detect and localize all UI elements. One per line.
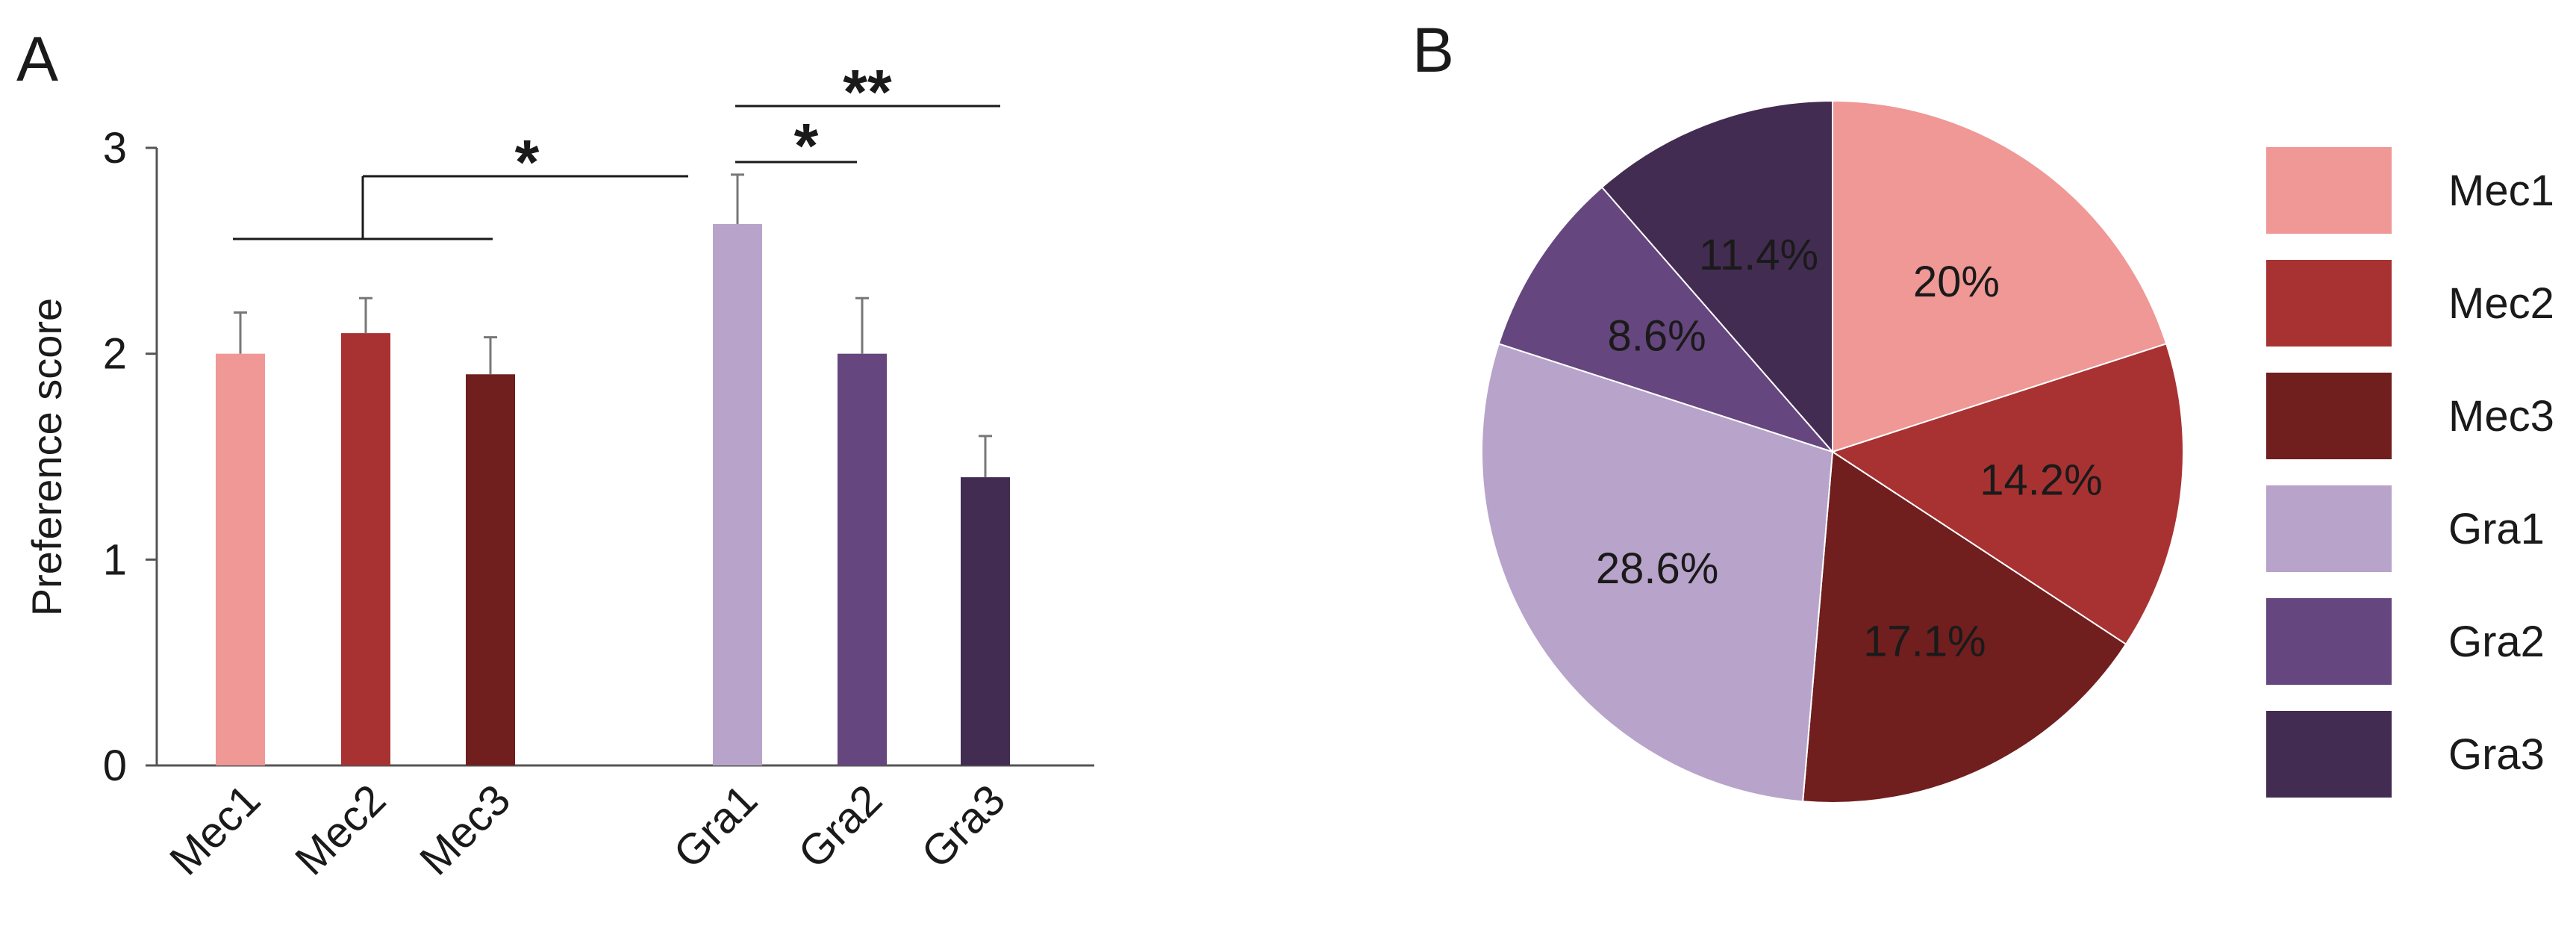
legend-swatch	[2266, 711, 2392, 798]
bar-mec2	[341, 333, 390, 766]
pie-slice-mec3	[1802, 450, 2127, 804]
legend-swatch	[2266, 485, 2392, 572]
pie-slice-mec1	[1832, 99, 2168, 453]
y-axis-label: Preference score	[23, 298, 70, 616]
legend-swatch	[2266, 147, 2392, 234]
slice-value-label: 28.6%	[1596, 544, 1718, 593]
legend-label: Gra2	[2448, 618, 2545, 666]
x-tick-label: Gra3	[912, 775, 1014, 877]
x-tick-label: Mec3	[411, 775, 520, 884]
slice-value-label: 11.4%	[1699, 231, 1818, 279]
bar-mec3	[466, 374, 515, 765]
legend-swatch	[2266, 373, 2392, 459]
x-tick-label: Gra1	[664, 775, 767, 877]
slice-value-label: 17.1%	[1863, 618, 1986, 666]
bar-gra3	[961, 477, 1010, 765]
pie-chart: 20% 14.2% 17.1% 28.6% 8.6% 11.4%	[1481, 99, 2184, 804]
slice-value-label: 14.2%	[1980, 456, 2102, 505]
panel-a-label: A	[16, 24, 58, 94]
y-tick-label: 0	[103, 742, 127, 790]
significance-star: *	[794, 111, 819, 181]
pie-slice-mec2	[1830, 343, 2184, 646]
y-tick-label: 1	[103, 535, 127, 584]
legend-label: Gra1	[2448, 505, 2545, 553]
x-tick-label: Gra2	[789, 775, 891, 877]
legend-label: Mec1	[2448, 167, 2554, 215]
slice-value-label: 8.6%	[1608, 312, 1706, 361]
slice-value-label: 20%	[1913, 258, 2000, 306]
pie-slice-gra3	[1600, 99, 1833, 454]
significance-star: *	[515, 127, 540, 197]
legend-label: Mec2	[2448, 279, 2554, 328]
legend-swatch	[2266, 598, 2392, 685]
legend-label: Gra3	[2448, 730, 2545, 779]
x-tick-label: Mec1	[160, 775, 269, 884]
pie-slice-gra2	[1497, 186, 1836, 454]
legend: Mec1 Mec2 Mec3 Gra1 Gra2 Gra3	[2266, 147, 2554, 798]
y-tick-label: 3	[103, 124, 127, 173]
bar-gra1	[713, 223, 762, 765]
legend-label: Mec3	[2448, 392, 2554, 441]
x-tick-label: Mec2	[286, 775, 395, 884]
legend-swatch	[2266, 260, 2392, 347]
pie-slice-gra1	[1481, 343, 1834, 803]
panel-b-label: B	[1412, 15, 1454, 85]
bar-mec1	[216, 353, 265, 766]
significance-stars: **	[843, 57, 892, 127]
y-tick-label: 2	[103, 330, 127, 379]
bar-gra2	[838, 353, 887, 766]
